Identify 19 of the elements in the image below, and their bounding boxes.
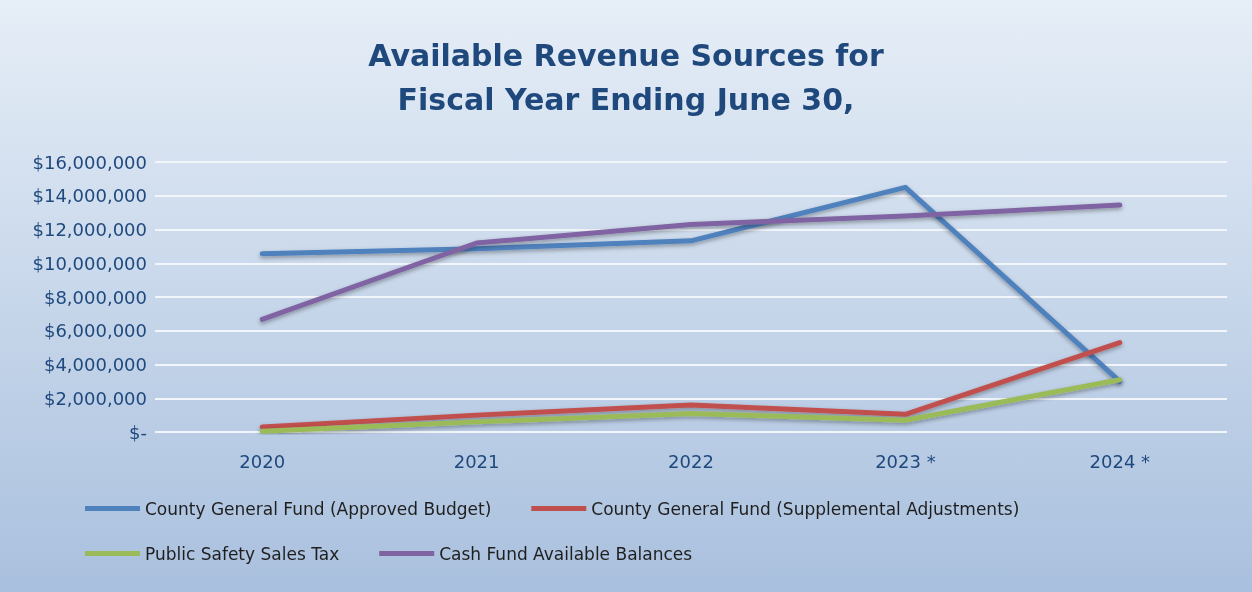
y-tick-label: $- <box>129 421 147 443</box>
y-tick-label: $14,000,000 <box>32 185 147 207</box>
legend-label: County General Fund (Supplemental Adjustments) <box>591 498 1020 519</box>
y-tick-label: $4,000,000 <box>43 354 147 375</box>
legend-label: County General Fund (Approved Budget) <box>145 498 492 519</box>
x-tick-label: 2020 <box>239 450 286 472</box>
y-tick-label: $6,000,000 <box>43 320 147 342</box>
x-tick-label: 2022 <box>668 450 714 472</box>
y-tick-label: $12,000,000 <box>32 219 147 240</box>
chart-title: Available Revenue Sources for Fiscal Year Ending June 30, <box>368 37 884 117</box>
y-tick-label: $10,000,000 <box>32 252 147 274</box>
y-tick-label: $16,000,000 <box>32 151 147 173</box>
y-tick-label: $8,000,000 <box>43 286 147 308</box>
x-tick-label: 2021 <box>453 450 500 472</box>
legend-label: Public Safety Sales Tax <box>145 543 340 564</box>
x-tick-label: 2023 * <box>875 450 936 472</box>
legend-label: Cash Fund Available Balances <box>439 543 693 564</box>
x-tick-label: 2024 * <box>1089 450 1151 472</box>
y-tick-label: $2,000,000 <box>43 387 147 409</box>
